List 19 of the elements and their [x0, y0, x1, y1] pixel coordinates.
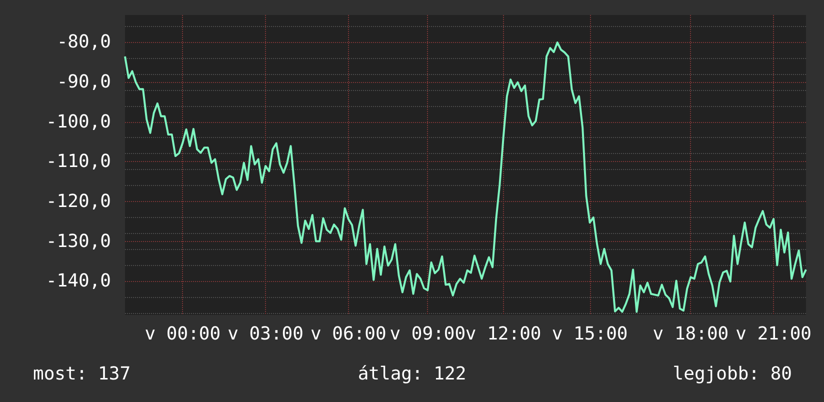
y-tick-label: -90,0 — [56, 71, 111, 92]
x-tick-label: v 06:00 — [310, 324, 386, 344]
y-tick-label: -120,0 — [46, 190, 111, 212]
x-tick-label: v 18:00 — [652, 324, 729, 344]
y-tick-label: -140,0 — [46, 270, 111, 292]
x-tick-label: v 21:00 — [736, 324, 812, 344]
y-tick-label: -100,0 — [46, 111, 111, 132]
y-tick-label: -110,0 — [46, 151, 111, 172]
text: legjobb: 80 — [672, 364, 792, 384]
y-tick-label: -130,0 — [46, 230, 111, 252]
x-tick-label: v 15:00 — [552, 324, 628, 344]
x-tick-label: v 12:00 — [465, 324, 542, 344]
x-tick-label: v 03:00 — [228, 324, 304, 344]
x-tick-label: v 00:00 — [144, 324, 221, 344]
x-tick-label: v 09:00 — [390, 324, 466, 344]
line-series — [124, 41, 807, 313]
y-tick-label: -80,0 — [56, 32, 111, 53]
text: most: 137 — [33, 364, 131, 384]
text: átlag: 122 — [358, 364, 466, 384]
